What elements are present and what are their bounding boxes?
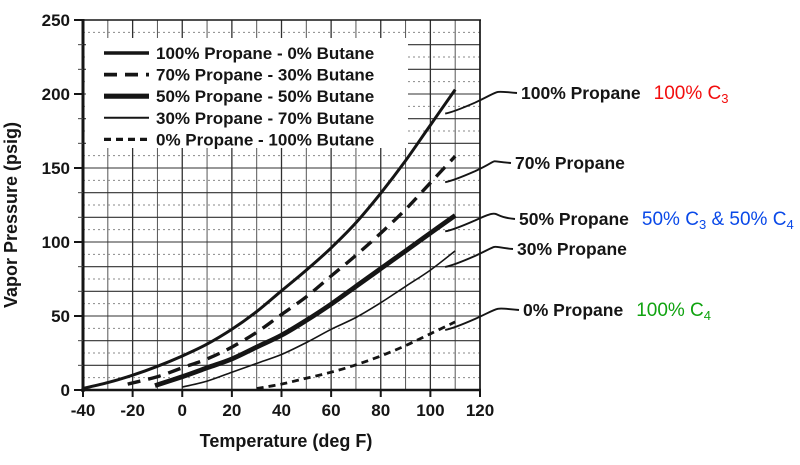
callout-label: 0% Propane 100% C4 (523, 300, 711, 323)
x-axis-title: Temperature (deg F) (200, 431, 373, 451)
callout-line (445, 245, 514, 268)
curve-100-propane-0-butane (82, 88, 457, 390)
callout-note-subscript: 4 (786, 217, 793, 232)
callout-line (445, 90, 518, 115)
x-tick-label: 20 (222, 401, 241, 420)
y-axis-title: Vapor Pressure (psig) (1, 122, 21, 308)
callout-line (445, 212, 516, 233)
callout-note-subscript: 3 (721, 91, 728, 106)
y-tick-label: 150 (42, 159, 70, 178)
callout: 70% Propane (445, 153, 625, 184)
callout-note: & 50% C (706, 209, 786, 230)
callout-label: 30% Propane (517, 239, 627, 259)
callout-note: 100% C (636, 300, 704, 321)
callout: 50% Propane 50% C3 & 50% C4 (445, 209, 794, 233)
legend-entry: 50% Propane - 50% Butane (104, 87, 374, 106)
y-tick-label: 0 (61, 381, 70, 400)
x-tick-label: 80 (371, 401, 390, 420)
legend-box (86, 38, 408, 148)
legend-entry-label: 50% Propane - 50% Butane (156, 87, 374, 106)
axes (81, 19, 481, 392)
x-tick-label: 40 (272, 401, 291, 420)
legend-entry: 30% Propane - 70% Butane (104, 109, 374, 128)
callout-note-subscript: 3 (699, 217, 706, 232)
callout-note-subscript: 4 (704, 308, 711, 323)
y-tick-label: 100 (42, 233, 70, 252)
curve-50-propane-50-butane (154, 213, 457, 388)
x-tick-label: 120 (466, 401, 494, 420)
callout: 0% Propane 100% C4 (445, 300, 711, 331)
legend-entry-label: 100% Propane - 0% Butane (156, 44, 374, 63)
callout-note: 50% C (642, 209, 699, 230)
x-tick-label: 60 (322, 401, 341, 420)
callout-line (445, 160, 512, 184)
curve-0-propane-100-butane (256, 320, 456, 390)
legend-entry: 70% Propane - 30% Butane (104, 66, 374, 85)
callout: 100% Propane 100% C3 (445, 83, 728, 115)
x-tick-label: 0 (178, 401, 187, 420)
x-tick-label: 100 (416, 401, 444, 420)
callout-line (445, 307, 520, 331)
legend-entry: 0% Propane - 100% Butane (104, 130, 374, 149)
callout-note: 100% C (654, 83, 722, 104)
callout: 30% Propane (445, 239, 627, 268)
legend-entry-label: 0% Propane - 100% Butane (156, 130, 374, 149)
callout-label: 50% Propane 50% C3 & 50% C4 (519, 209, 794, 232)
tick-marks: -40 -20 0 20 40 60 80 100 120 0 50 100 150 200 250 (42, 11, 495, 420)
x-tick-label: -40 (71, 401, 96, 420)
x-tick-label: -20 (120, 401, 145, 420)
curve-30-propane-70-butane (182, 250, 456, 388)
callout-label: 100% Propane 100% C3 (521, 83, 728, 106)
y-tick-label: 50 (51, 307, 70, 326)
legend-entry-label: 30% Propane - 70% Butane (156, 109, 374, 128)
y-tick-label: 250 (42, 11, 70, 30)
legend-entry: 100% Propane - 0% Butane (104, 44, 374, 63)
callout-label: 70% Propane (515, 153, 625, 173)
legend-entry-label: 70% Propane - 30% Butane (156, 66, 374, 85)
series-curves (82, 88, 457, 390)
y-tick-label: 200 (42, 85, 70, 104)
legend: 100% Propane - 0% Butane 70% Propane - 30… (86, 38, 408, 149)
